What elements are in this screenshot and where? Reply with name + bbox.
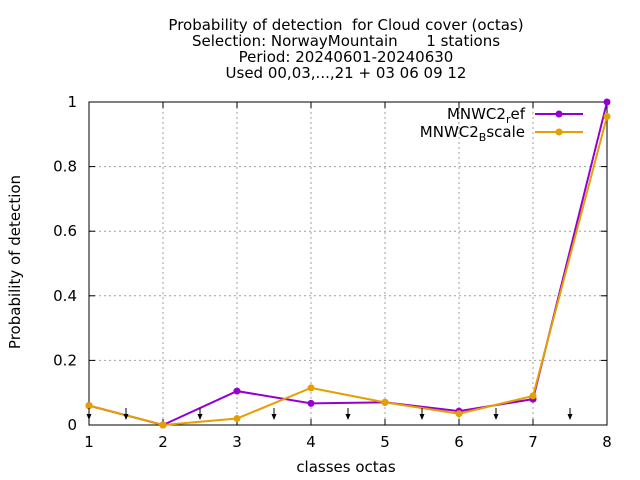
series-2-point	[159, 421, 167, 429]
chart-axes	[88, 101, 608, 426]
chart-arrow-markers	[86, 408, 573, 420]
arrow-marker-head	[567, 414, 573, 420]
legend-label-tail: scale	[486, 123, 525, 141]
series-1-point	[603, 98, 611, 106]
x-tick-label: 8	[602, 433, 612, 451]
legend-marker-1	[555, 110, 563, 118]
x-tick-label: 1	[84, 433, 94, 451]
arrow-marker-head	[345, 414, 351, 420]
title-line-4: Used 00,03,...,21 + 03 06 09 12	[226, 64, 467, 82]
chart-title: Probability of detection for Cloud cover…	[168, 16, 523, 82]
y-tick-label: 0.4	[53, 287, 77, 305]
y-tick-label: 0.6	[53, 222, 77, 240]
chart-grid	[89, 102, 607, 425]
x-tick-label: 3	[232, 433, 242, 451]
arrow-marker	[271, 408, 277, 420]
y-tick-label: 0.2	[53, 351, 77, 369]
series-2-point	[85, 402, 93, 410]
x-tick-label: 5	[380, 433, 390, 451]
series-line-1	[88, 101, 608, 427]
legend-label-subscript: B	[479, 131, 487, 144]
arrow-marker	[86, 408, 92, 420]
series-2-point	[455, 410, 463, 418]
legend-marker-2	[555, 128, 563, 136]
chart-tick-labels: 1 2 3 4 5 6 7 8 0 0.2 0.4 0.6 0.8 1	[53, 93, 612, 451]
legend-label-base: MNWC2	[420, 123, 479, 141]
series-2-point	[381, 398, 389, 406]
title-line-3: Period: 20240601-20240630	[239, 48, 454, 66]
series-line-2	[88, 116, 608, 427]
arrow-marker	[123, 408, 129, 420]
legend-label-tail: ef	[510, 105, 525, 123]
series-1-point	[233, 387, 241, 395]
arrow-marker	[197, 408, 203, 420]
x-tick-label: 4	[306, 433, 316, 451]
x-tick-label: 7	[528, 433, 538, 451]
series-2-point	[233, 415, 241, 423]
series-2-point	[529, 392, 537, 400]
arrow-marker-head	[197, 414, 203, 420]
legend-label-1: MNWC2ref	[447, 105, 526, 126]
chart-series	[85, 98, 611, 429]
legend-label-base: MNWC2	[447, 105, 506, 123]
series-2-point	[307, 384, 315, 392]
legend-label-subscript: r	[506, 113, 511, 126]
y-tick-label: 0.8	[53, 158, 77, 176]
arrow-marker-head	[271, 414, 277, 420]
title-line-2: Selection: NorwayMountain 1 stations	[192, 32, 500, 50]
series-2-point	[603, 113, 611, 121]
x-tick-label: 2	[158, 433, 168, 451]
x-tick-label: 6	[454, 433, 464, 451]
arrow-marker-head	[493, 414, 499, 420]
series-1-point	[307, 399, 315, 407]
arrow-marker	[345, 408, 351, 420]
arrow-marker-head	[419, 414, 425, 420]
arrow-marker-head	[86, 414, 92, 420]
arrow-marker	[419, 408, 425, 420]
arrow-marker	[493, 408, 499, 420]
arrow-marker	[567, 408, 573, 420]
y-tick-label: 1	[67, 93, 77, 111]
title-line-1: Probability of detection for Cloud cover…	[168, 16, 523, 34]
plot-frame	[88, 101, 608, 426]
y-tick-label: 0	[67, 416, 77, 434]
legend-label-2: MNWC2Bscale	[420, 123, 525, 144]
y-axis-label: Probability of detection	[6, 175, 24, 349]
x-axis-label: classes octas	[296, 458, 396, 476]
arrow-marker-head	[123, 414, 129, 420]
